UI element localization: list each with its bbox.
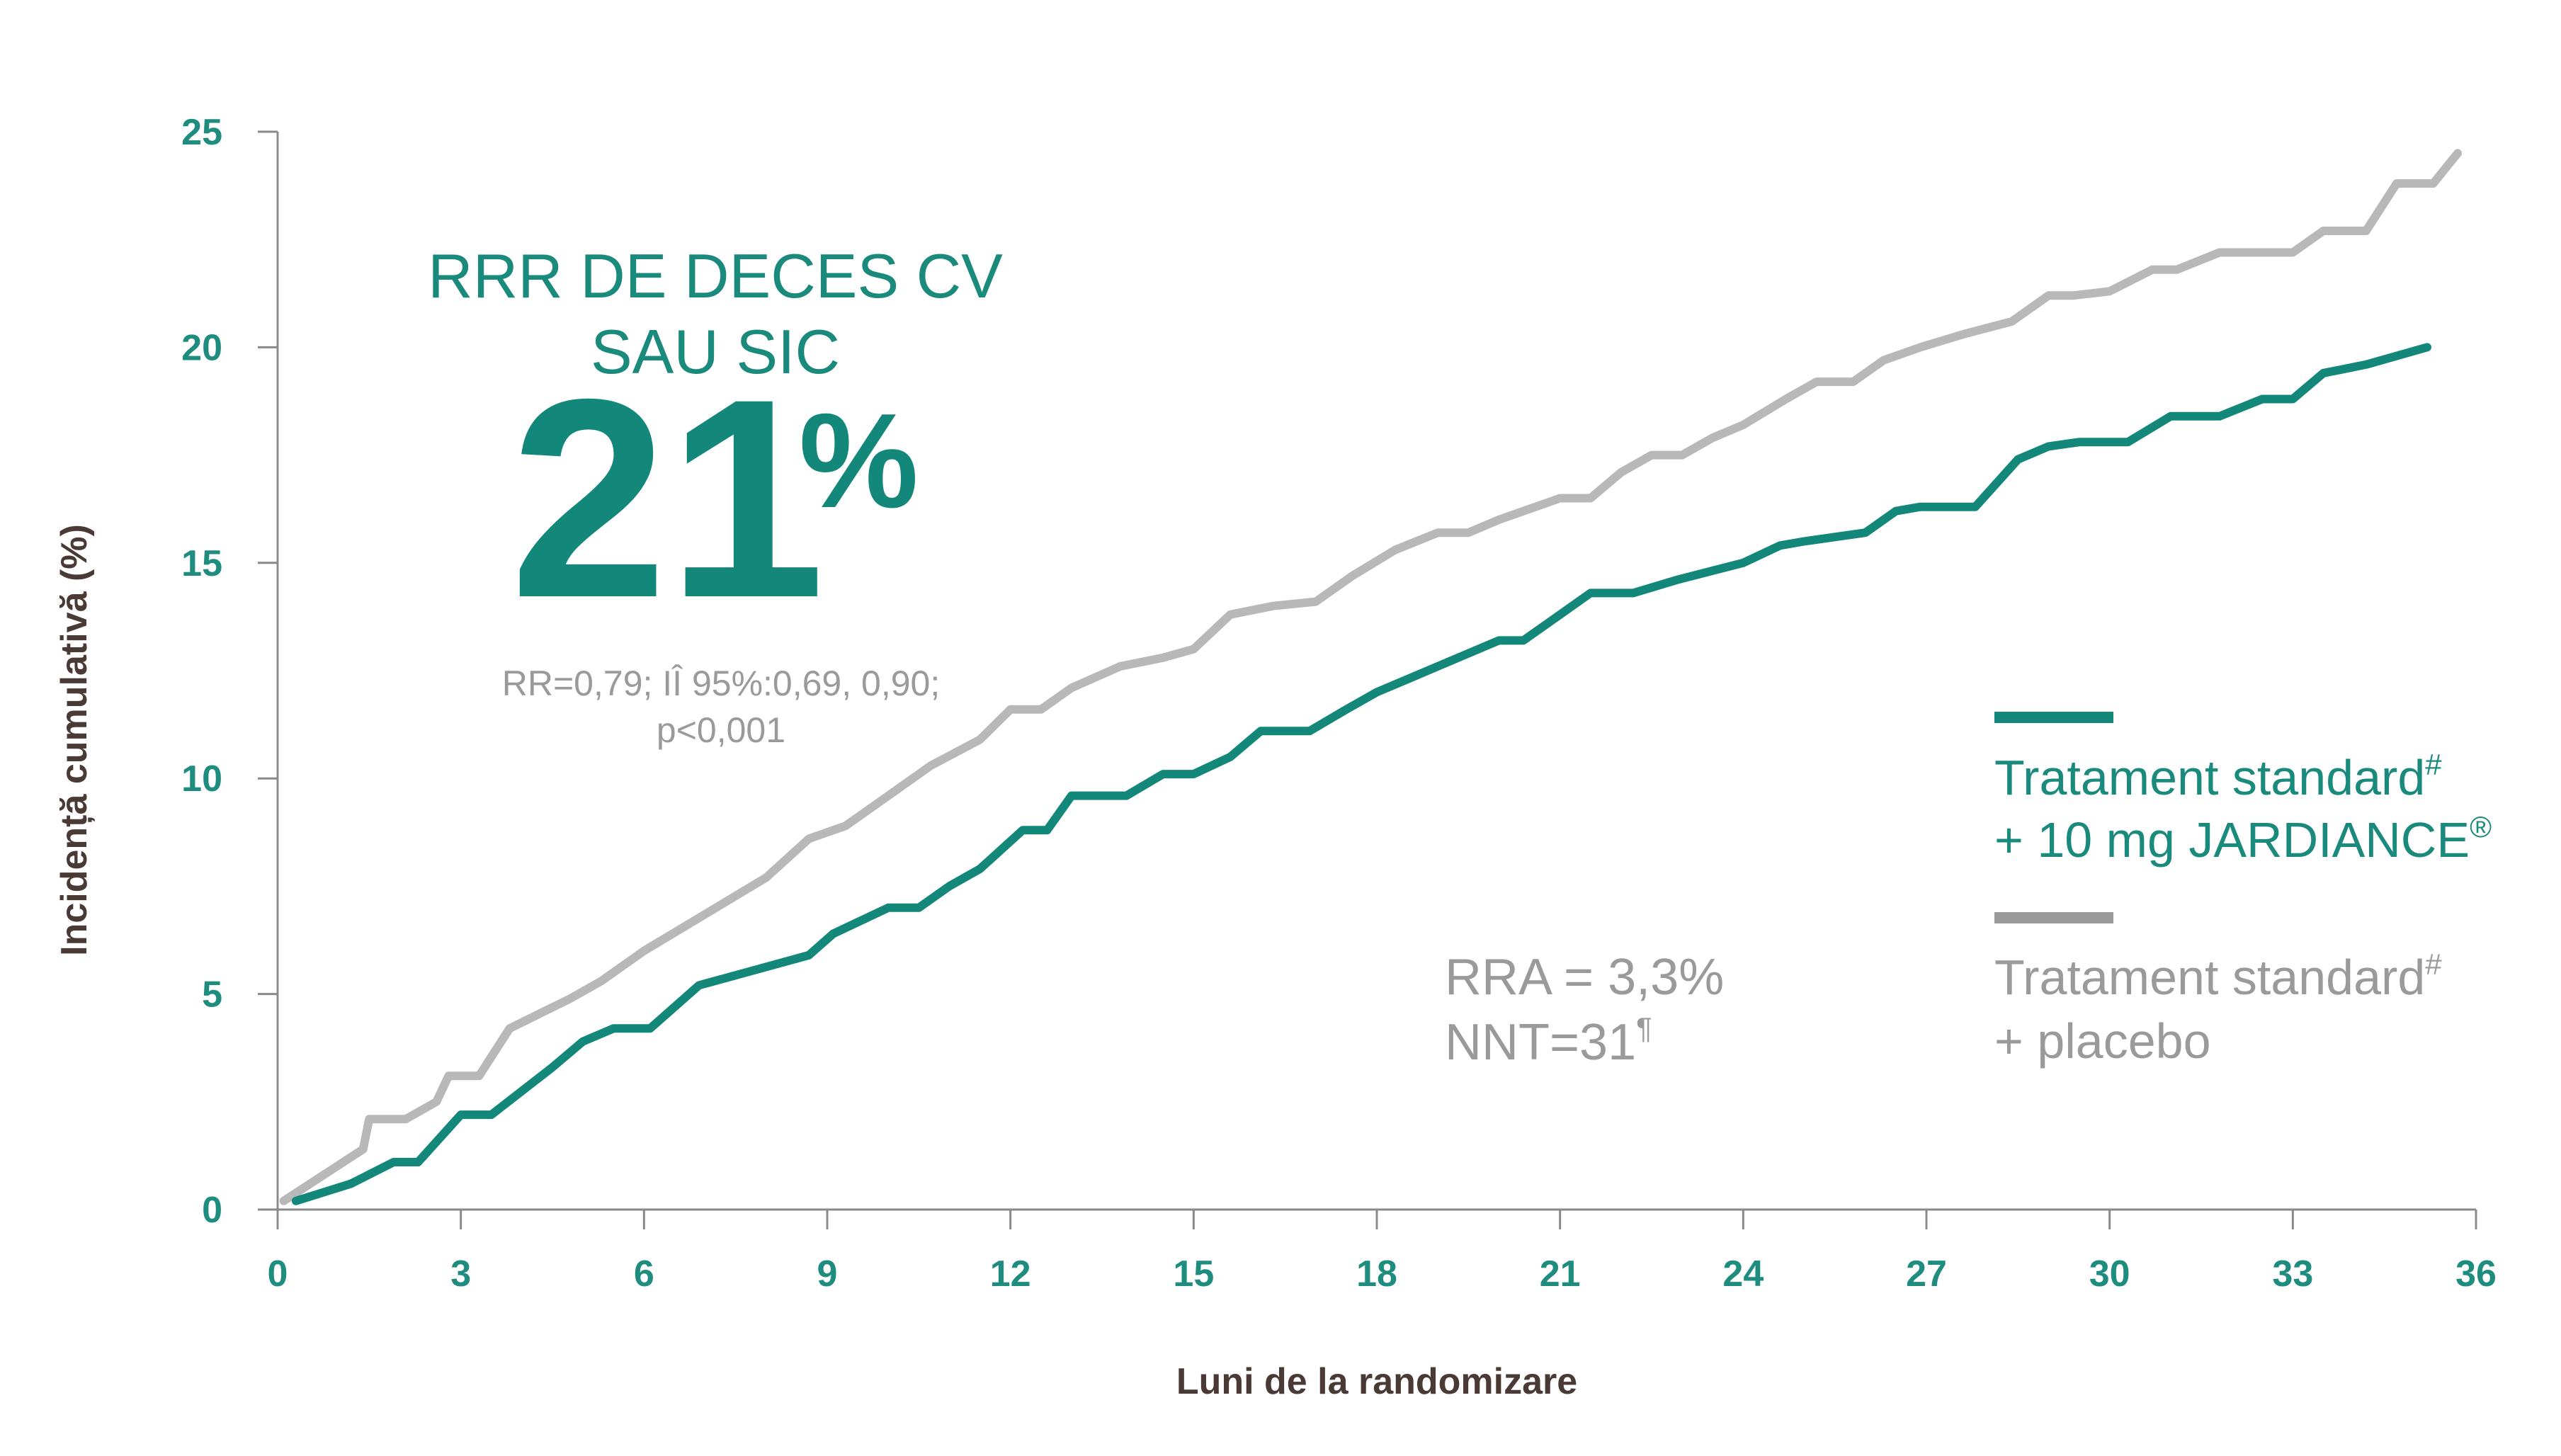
y-axis-title: Incidență cumulativă (%)	[54, 524, 95, 956]
headline-annotation: RRR DE DECES CV SAU SIC 21 % RR=0,79; IÎ…	[428, 241, 1003, 750]
legend-treatment-dose: + 10 mg JARDIANCE	[1994, 812, 2470, 868]
x-tick-label: 18	[1356, 1253, 1397, 1295]
big-percent: %	[799, 386, 919, 536]
x-tick-label: 33	[2272, 1253, 2313, 1295]
x-tick-label: 12	[990, 1253, 1031, 1295]
headline-line2: SAU SIC	[591, 317, 840, 387]
y-tick-label: 25	[181, 112, 222, 153]
legend-placebo-line1: Tratament standard#	[1994, 948, 2442, 1005]
nnt-text: NNT=31¶	[1445, 1011, 1652, 1071]
legend-treatment-reg: ®	[2470, 810, 2492, 843]
legend-treatment-line2: + 10 mg JARDIANCE®	[1994, 810, 2492, 868]
legend-placebo-label: Tratament standard	[1994, 950, 2425, 1005]
legend-treatment-line1: Tratament standard#	[1994, 748, 2442, 805]
y-ticks: 0 5 10 15 20 25	[181, 112, 278, 1231]
headline-line1: RRR DE DECES CV	[428, 241, 1003, 311]
nnt-value: NNT=31	[1445, 1014, 1636, 1071]
x-ticks: 0 3 6 9 12 15 18 21 24 27 30 33 36	[268, 1210, 2497, 1295]
x-tick-label: 6	[634, 1253, 654, 1295]
x-tick-label: 36	[2455, 1253, 2497, 1295]
legend-placebo-line2: + placebo	[1994, 1013, 2211, 1069]
nnt-superscript: ¶	[1636, 1011, 1652, 1045]
x-tick-label: 27	[1906, 1253, 1947, 1295]
y-tick-label: 5	[202, 974, 222, 1016]
big-number: 21	[510, 340, 825, 656]
ci-line2: p<0,001	[657, 710, 785, 750]
x-tick-label: 30	[2089, 1253, 2130, 1295]
rra-nnt-annotation: RRA = 3,3% NNT=31¶	[1445, 949, 1724, 1071]
x-tick-label: 15	[1173, 1253, 1214, 1295]
x-tick-label: 24	[1722, 1253, 1764, 1295]
series-line-jardiance	[291, 343, 2431, 1205]
legend: Tratament standard# + 10 mg JARDIANCE® T…	[1994, 712, 2492, 1069]
y-tick-label: 0	[202, 1190, 222, 1231]
y-tick-label: 10	[181, 758, 222, 800]
ci-line1: RR=0,79; IÎ 95%:0,69, 0,90;	[502, 664, 940, 703]
x-tick-label: 0	[268, 1253, 288, 1295]
x-tick-label: 21	[1540, 1253, 1581, 1295]
x-tick-label: 9	[817, 1253, 838, 1295]
rra-text: RRA = 3,3%	[1445, 949, 1724, 1006]
x-tick-label: 3	[450, 1253, 471, 1295]
legend-treatment-label: Tratament standard	[1994, 750, 2425, 805]
series-layer	[279, 149, 2463, 1205]
series-line-placebo	[279, 149, 2463, 1205]
y-tick-label: 15	[181, 543, 222, 584]
legend-treatment-sup: #	[2425, 748, 2442, 781]
y-tick-label: 20	[181, 327, 222, 368]
legend-placebo-sup: #	[2425, 948, 2442, 981]
x-axis-title: Luni de la randomizare	[1176, 1361, 1577, 1402]
